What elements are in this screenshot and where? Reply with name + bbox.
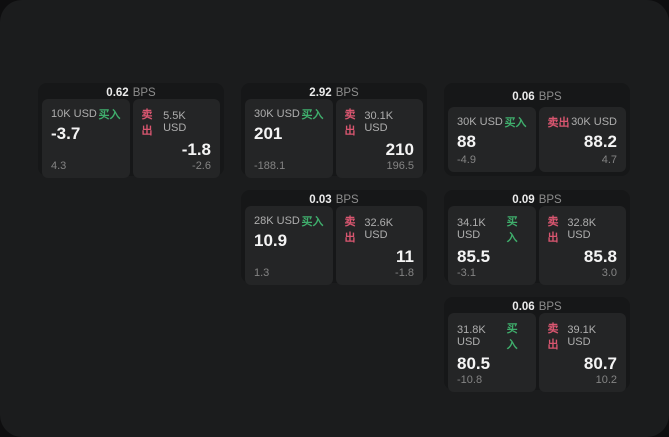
- quote-card[interactable]: 2.92 BPS 30K USD 买入 201 -188.1 卖出 30.1K …: [241, 83, 427, 178]
- buy-panel[interactable]: 31.8K USD 买入 80.5 -10.8: [448, 313, 536, 392]
- buy-label: 买入: [98, 109, 121, 121]
- bps-value: 0.09: [512, 194, 535, 206]
- buy-delta: -10.8: [457, 373, 483, 386]
- buy-amount: 10K USD: [51, 108, 97, 120]
- buy-label: 买入: [506, 323, 518, 351]
- sell-panel[interactable]: 卖出 30K USD 88.2 4.7: [538, 107, 626, 172]
- buy-delta: -3.1: [457, 266, 476, 279]
- buy-panel[interactable]: 30K USD 买入 88 -4.9: [448, 107, 536, 172]
- buy-price: 88: [457, 132, 476, 151]
- quote-card-grid: 0.62 BPS 10K USD 买入 -3.7 4.3 卖出 5.5K USD: [38, 83, 630, 392]
- sell-amount: 30K USD: [571, 116, 617, 128]
- card-header: 0.06 BPS: [448, 301, 626, 313]
- buy-price: 201: [254, 124, 283, 143]
- buy-delta: -4.9: [457, 154, 476, 166]
- quote-card[interactable]: 0.09 BPS 34.1K USD 买入 85.5 -3.1 卖出 32.8K…: [444, 190, 630, 285]
- sell-price: 210: [385, 140, 414, 159]
- buy-panel[interactable]: 34.1K USD 买入 85.5 -3.1: [448, 206, 536, 285]
- sell-price: 11: [396, 247, 414, 266]
- buy-amount: 28K USD: [254, 215, 300, 227]
- sell-delta: 3.0: [601, 266, 617, 279]
- bps-value: 0.03: [309, 194, 332, 206]
- buy-panel[interactable]: 30K USD 买入 201 -188.1: [245, 99, 333, 178]
- quote-card[interactable]: 0.03 BPS 28K USD 买入 10.9 1.3 卖出 32.6K US…: [241, 190, 427, 285]
- sell-delta: 196.5: [386, 159, 414, 172]
- buy-panel[interactable]: 10K USD 买入 -3.7 4.3: [42, 99, 130, 178]
- buy-price: 10.9: [254, 231, 288, 250]
- buy-amount: 30K USD: [254, 108, 300, 120]
- sell-delta: 4.7: [601, 154, 617, 166]
- sell-label: 卖出: [547, 323, 559, 351]
- buy-price: 85.5: [457, 247, 491, 266]
- buy-price: -3.7: [51, 124, 81, 143]
- buy-amount: 30K USD: [457, 116, 503, 128]
- sell-panel[interactable]: 卖出 32.6K USD 11 -1.8: [335, 206, 423, 285]
- card-header: 0.62 BPS: [42, 87, 220, 99]
- buy-delta: 4.3: [51, 159, 67, 172]
- buy-panel[interactable]: 28K USD 买入 10.9 1.3: [245, 206, 333, 285]
- sell-panel[interactable]: 卖出 30.1K USD 210 196.5: [335, 99, 423, 178]
- sell-price: 85.8: [583, 247, 617, 266]
- bps-unit-label: BPS: [538, 301, 562, 313]
- bps-unit-label: BPS: [335, 87, 359, 99]
- sell-amount: 30.1K USD: [364, 110, 394, 134]
- sell-delta: -1.8: [395, 266, 414, 279]
- bps-unit-label: BPS: [335, 194, 359, 206]
- sell-price: 88.2: [583, 132, 617, 151]
- sell-amount: 39.1K USD: [567, 324, 597, 348]
- card-header: 2.92 BPS: [245, 87, 423, 99]
- sell-panel[interactable]: 卖出 39.1K USD 80.7 10.2: [538, 313, 626, 392]
- sell-price: -1.8: [181, 140, 211, 159]
- card-header: 0.09 BPS: [448, 194, 626, 206]
- sell-label: 卖出: [547, 216, 559, 244]
- buy-amount: 34.1K USD: [457, 217, 486, 241]
- bps-unit-label: BPS: [538, 91, 562, 103]
- sell-panel[interactable]: 卖出 32.8K USD 85.8 3.0: [538, 206, 626, 285]
- buy-label: 买入: [301, 109, 324, 121]
- bps-value: 2.92: [309, 87, 332, 99]
- sell-label: 卖出: [141, 109, 153, 137]
- sell-amount: 32.8K USD: [567, 217, 597, 241]
- card-header: 0.06 BPS: [448, 87, 626, 107]
- bps-value: 0.06: [512, 301, 535, 313]
- sell-price: 80.7: [583, 354, 617, 373]
- quote-card[interactable]: 0.06 BPS 30K USD 买入 88 -4.9 卖出 30K USD: [444, 83, 630, 176]
- buy-delta: -188.1: [254, 159, 286, 172]
- sell-label: 卖出: [344, 216, 356, 244]
- bps-unit-label: BPS: [132, 87, 156, 99]
- buy-amount: 31.8K USD: [457, 324, 486, 348]
- bps-unit-label: BPS: [538, 194, 562, 206]
- bps-value: 0.62: [106, 87, 129, 99]
- card-header: 0.03 BPS: [245, 194, 423, 206]
- sell-amount: 32.6K USD: [364, 217, 394, 241]
- quote-card[interactable]: 0.62 BPS 10K USD 买入 -3.7 4.3 卖出 5.5K USD: [38, 83, 224, 178]
- buy-label: 买入: [504, 117, 527, 129]
- sell-panel[interactable]: 卖出 5.5K USD -1.8 -2.6: [132, 99, 220, 178]
- buy-label: 买入: [301, 216, 324, 228]
- buy-label: 买入: [506, 216, 518, 244]
- buy-price: 80.5: [457, 354, 491, 373]
- sell-amount: 5.5K USD: [163, 110, 187, 134]
- bps-value: 0.06: [512, 91, 535, 103]
- sell-delta: -2.6: [192, 159, 211, 172]
- buy-delta: 1.3: [254, 266, 270, 279]
- sell-label: 卖出: [547, 117, 570, 129]
- sell-label: 卖出: [344, 109, 356, 137]
- quote-card[interactable]: 0.06 BPS 31.8K USD 买入 80.5 -10.8 卖出 39.1…: [444, 297, 630, 392]
- sell-delta: 10.2: [595, 373, 617, 386]
